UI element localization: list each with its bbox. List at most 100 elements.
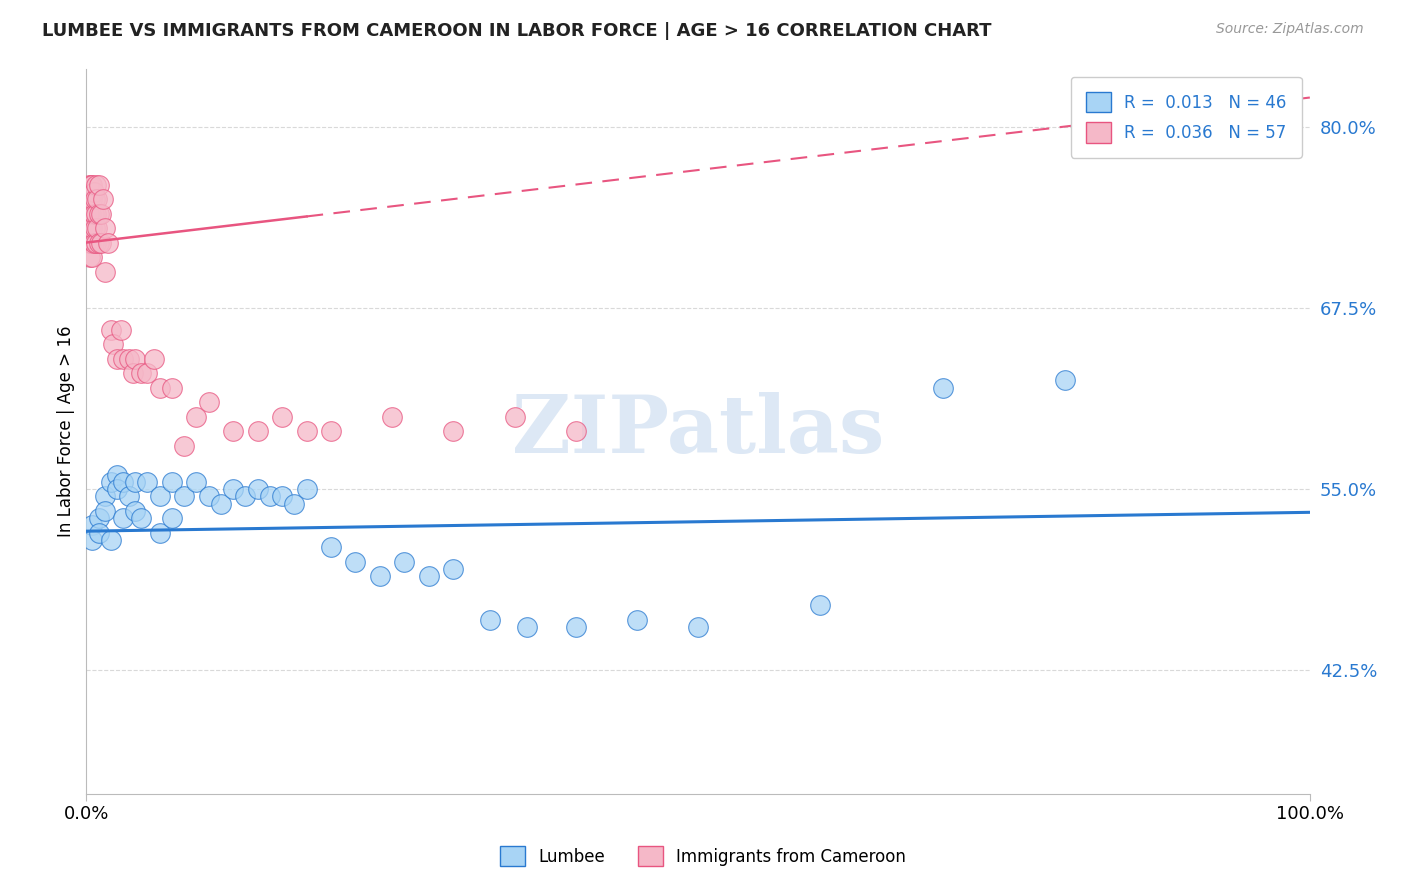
Point: [564, 424, 586, 438]
Point: [83, 235, 105, 250]
Point: [87, 235, 110, 250]
Point: [83, 192, 105, 206]
Point: [271, 409, 294, 424]
Point: [118, 351, 141, 366]
Point: [295, 424, 318, 438]
Point: [111, 351, 134, 366]
Point: [105, 482, 128, 496]
Point: [479, 613, 502, 627]
Point: [87, 511, 110, 525]
Point: [103, 337, 125, 351]
Point: [80, 206, 103, 220]
Point: [80, 235, 103, 250]
Point: [418, 569, 440, 583]
Point: [83, 185, 105, 199]
Point: [90, 206, 112, 220]
Point: [93, 489, 115, 503]
Point: [173, 439, 195, 453]
Point: [83, 221, 105, 235]
Point: [77, 178, 100, 192]
Point: [82, 178, 104, 192]
Point: [186, 409, 208, 424]
Point: [503, 409, 526, 424]
Point: [197, 489, 219, 503]
Point: [83, 206, 105, 220]
Point: [149, 381, 172, 395]
Point: [77, 206, 100, 220]
Point: [105, 467, 128, 482]
Point: [160, 381, 183, 395]
Point: [564, 620, 586, 634]
Point: [142, 351, 165, 366]
Point: [344, 555, 367, 569]
Point: [87, 206, 110, 220]
Point: [97, 235, 120, 250]
Point: [136, 366, 159, 380]
Point: [100, 533, 122, 547]
Point: [441, 562, 464, 576]
Point: [82, 250, 104, 264]
Text: Source: ZipAtlas.com: Source: ZipAtlas.com: [1216, 22, 1364, 37]
Point: [259, 489, 281, 503]
Point: [149, 489, 172, 503]
Point: [105, 351, 128, 366]
Point: [90, 235, 112, 250]
Point: [77, 235, 100, 250]
Y-axis label: In Labor Force | Age > 16: In Labor Force | Age > 16: [58, 326, 75, 537]
Point: [79, 192, 101, 206]
Point: [111, 475, 134, 489]
Point: [84, 178, 107, 192]
Point: [79, 250, 101, 264]
Point: [932, 381, 955, 395]
Point: [626, 613, 648, 627]
Point: [319, 540, 342, 554]
Point: [295, 482, 318, 496]
Point: [82, 533, 104, 547]
Point: [86, 221, 108, 235]
Point: [110, 322, 132, 336]
Point: [209, 497, 232, 511]
Text: ZIPatlas: ZIPatlas: [512, 392, 884, 470]
Point: [516, 620, 538, 634]
Point: [222, 482, 245, 496]
Point: [686, 620, 709, 634]
Point: [82, 518, 104, 533]
Point: [124, 475, 146, 489]
Point: [124, 351, 146, 366]
Point: [84, 206, 107, 220]
Point: [186, 475, 208, 489]
Text: LUMBEE VS IMMIGRANTS FROM CAMEROON IN LABOR FORCE | AGE > 16 CORRELATION CHART: LUMBEE VS IMMIGRANTS FROM CAMEROON IN LA…: [42, 22, 991, 40]
Point: [235, 489, 257, 503]
Point: [80, 178, 103, 192]
Point: [131, 511, 153, 525]
Point: [124, 504, 146, 518]
Point: [82, 221, 104, 235]
Point: [283, 497, 305, 511]
Point: [111, 511, 134, 525]
Point: [149, 525, 172, 540]
Point: [93, 221, 115, 235]
Point: [82, 192, 104, 206]
Legend: Lumbee, Immigrants from Cameroon: Lumbee, Immigrants from Cameroon: [491, 838, 915, 875]
Point: [197, 395, 219, 409]
Point: [84, 235, 107, 250]
Point: [87, 525, 110, 540]
Point: [271, 489, 294, 503]
Point: [810, 598, 832, 612]
Point: [441, 424, 464, 438]
Point: [118, 489, 141, 503]
Point: [246, 482, 269, 496]
Point: [222, 424, 245, 438]
Point: [121, 366, 143, 380]
Point: [93, 264, 115, 278]
Point: [1054, 373, 1077, 387]
Point: [100, 475, 122, 489]
Point: [87, 178, 110, 192]
Point: [368, 569, 391, 583]
Point: [93, 192, 115, 206]
Point: [86, 192, 108, 206]
Point: [131, 366, 153, 380]
Point: [93, 504, 115, 518]
Point: [100, 322, 122, 336]
Point: [160, 511, 183, 525]
